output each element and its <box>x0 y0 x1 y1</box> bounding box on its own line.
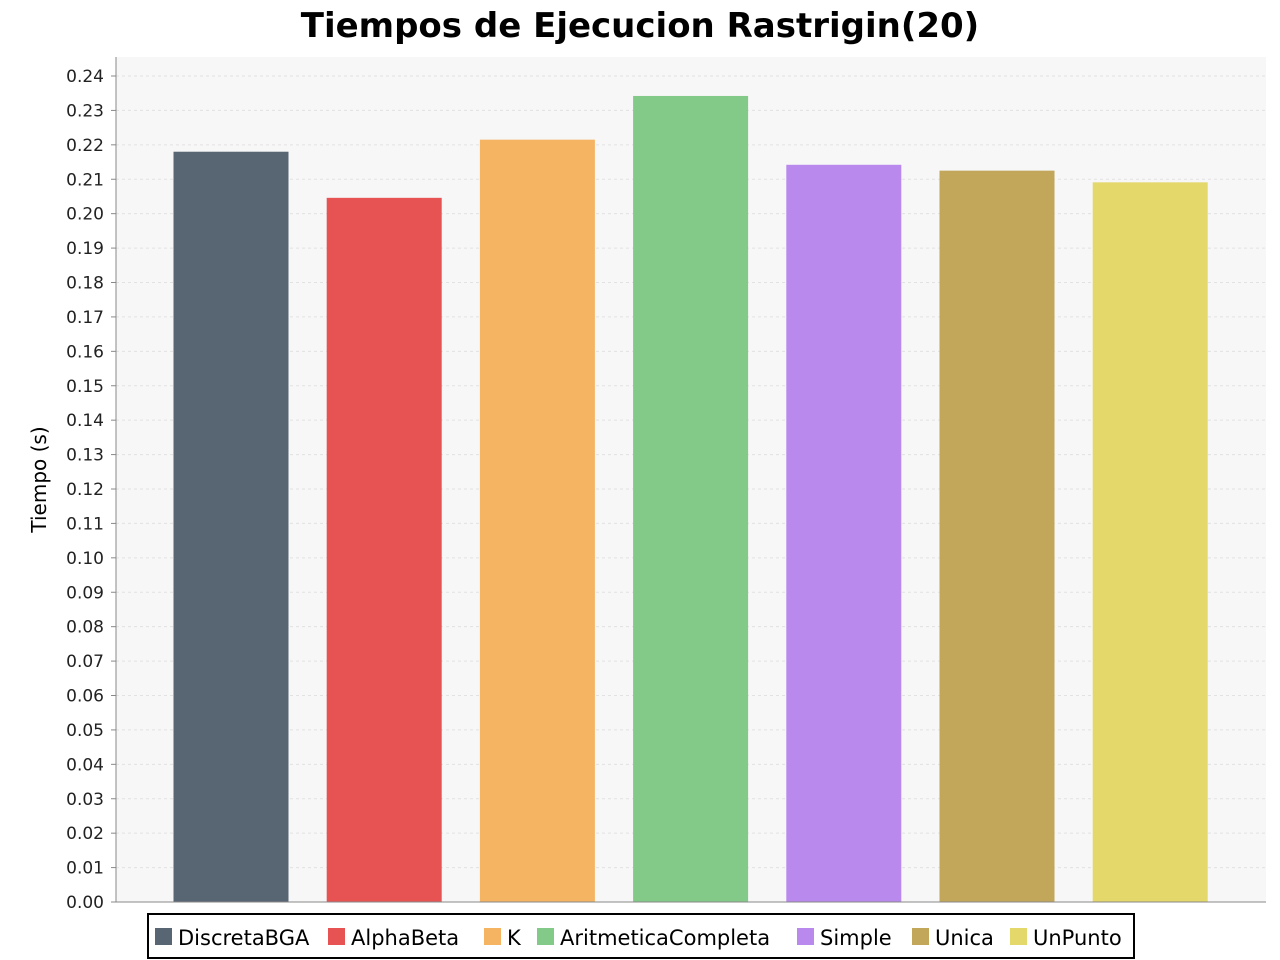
y-tick-label: 0.17 <box>66 308 104 328</box>
legend-swatch <box>328 928 345 945</box>
y-tick-label: 0.20 <box>66 205 104 225</box>
legend-label: K <box>507 926 522 950</box>
y-tick-label: 0.15 <box>66 377 104 397</box>
y-tick-label: 0.10 <box>66 549 104 569</box>
y-tick-label: 0.18 <box>66 274 104 294</box>
chart-title: Tiempos de Ejecucion Rastrigin(20) <box>301 6 979 46</box>
legend-label: AritmeticaCompleta <box>560 926 770 950</box>
legend-swatch <box>797 928 814 945</box>
y-tick-label: 0.12 <box>66 480 104 500</box>
legend-label: AlphaBeta <box>351 926 459 950</box>
bars <box>173 95 1208 903</box>
legend-swatch <box>537 928 554 945</box>
y-tick-label: 0.00 <box>66 893 104 913</box>
legend-label: Simple <box>820 926 892 950</box>
y-tick-label: 0.19 <box>66 239 104 259</box>
y-tick-label: 0.13 <box>66 446 104 466</box>
y-tick-label: 0.22 <box>66 136 104 156</box>
y-tick-label: 0.01 <box>66 859 104 879</box>
bar-unica <box>939 170 1055 903</box>
y-tick-label: 0.11 <box>66 514 104 534</box>
y-tick-label: 0.24 <box>66 67 104 87</box>
legend-swatch <box>912 928 929 945</box>
legend-swatch <box>484 928 501 945</box>
y-tick-label: 0.06 <box>66 687 104 707</box>
bar-alphabeta <box>326 197 442 902</box>
y-tick-label: 0.02 <box>66 824 104 844</box>
y-tick-label: 0.09 <box>66 583 104 603</box>
y-tick-label: 0.16 <box>66 342 104 362</box>
bar-discretabga <box>173 151 289 902</box>
bar-unpunto <box>1092 182 1208 902</box>
y-tick-label: 0.14 <box>66 411 104 431</box>
y-tick-label: 0.21 <box>66 170 104 190</box>
legend-label: DiscretaBGA <box>178 926 310 950</box>
y-tick-label: 0.03 <box>66 790 104 810</box>
legend-swatch <box>1010 928 1027 945</box>
legend-box <box>147 913 1135 959</box>
legend-swatch <box>155 928 172 945</box>
y-tick-label: 0.04 <box>66 755 104 775</box>
y-tick-label: 0.23 <box>66 101 104 121</box>
bar-simple <box>786 164 902 903</box>
y-tick-label: 0.05 <box>66 721 104 741</box>
y-tick-label: 0.08 <box>66 618 104 638</box>
y-tick-label: 0.07 <box>66 652 104 672</box>
bar-k <box>479 139 595 902</box>
legend-label: Unica <box>935 926 994 950</box>
legend-label: UnPunto <box>1033 926 1122 950</box>
y-axis: 0.00 0.01 0.02 0.03 0.04 0.05 0.06 0.07 0.08 0.09… <box>66 57 1266 913</box>
legend: DiscretaBGA AlphaBeta K AritmeticaCompleta S… <box>147 913 1135 959</box>
bar-aritmeticacompleta <box>633 95 749 902</box>
y-axis-label: Tiempo (s) <box>27 426 51 533</box>
